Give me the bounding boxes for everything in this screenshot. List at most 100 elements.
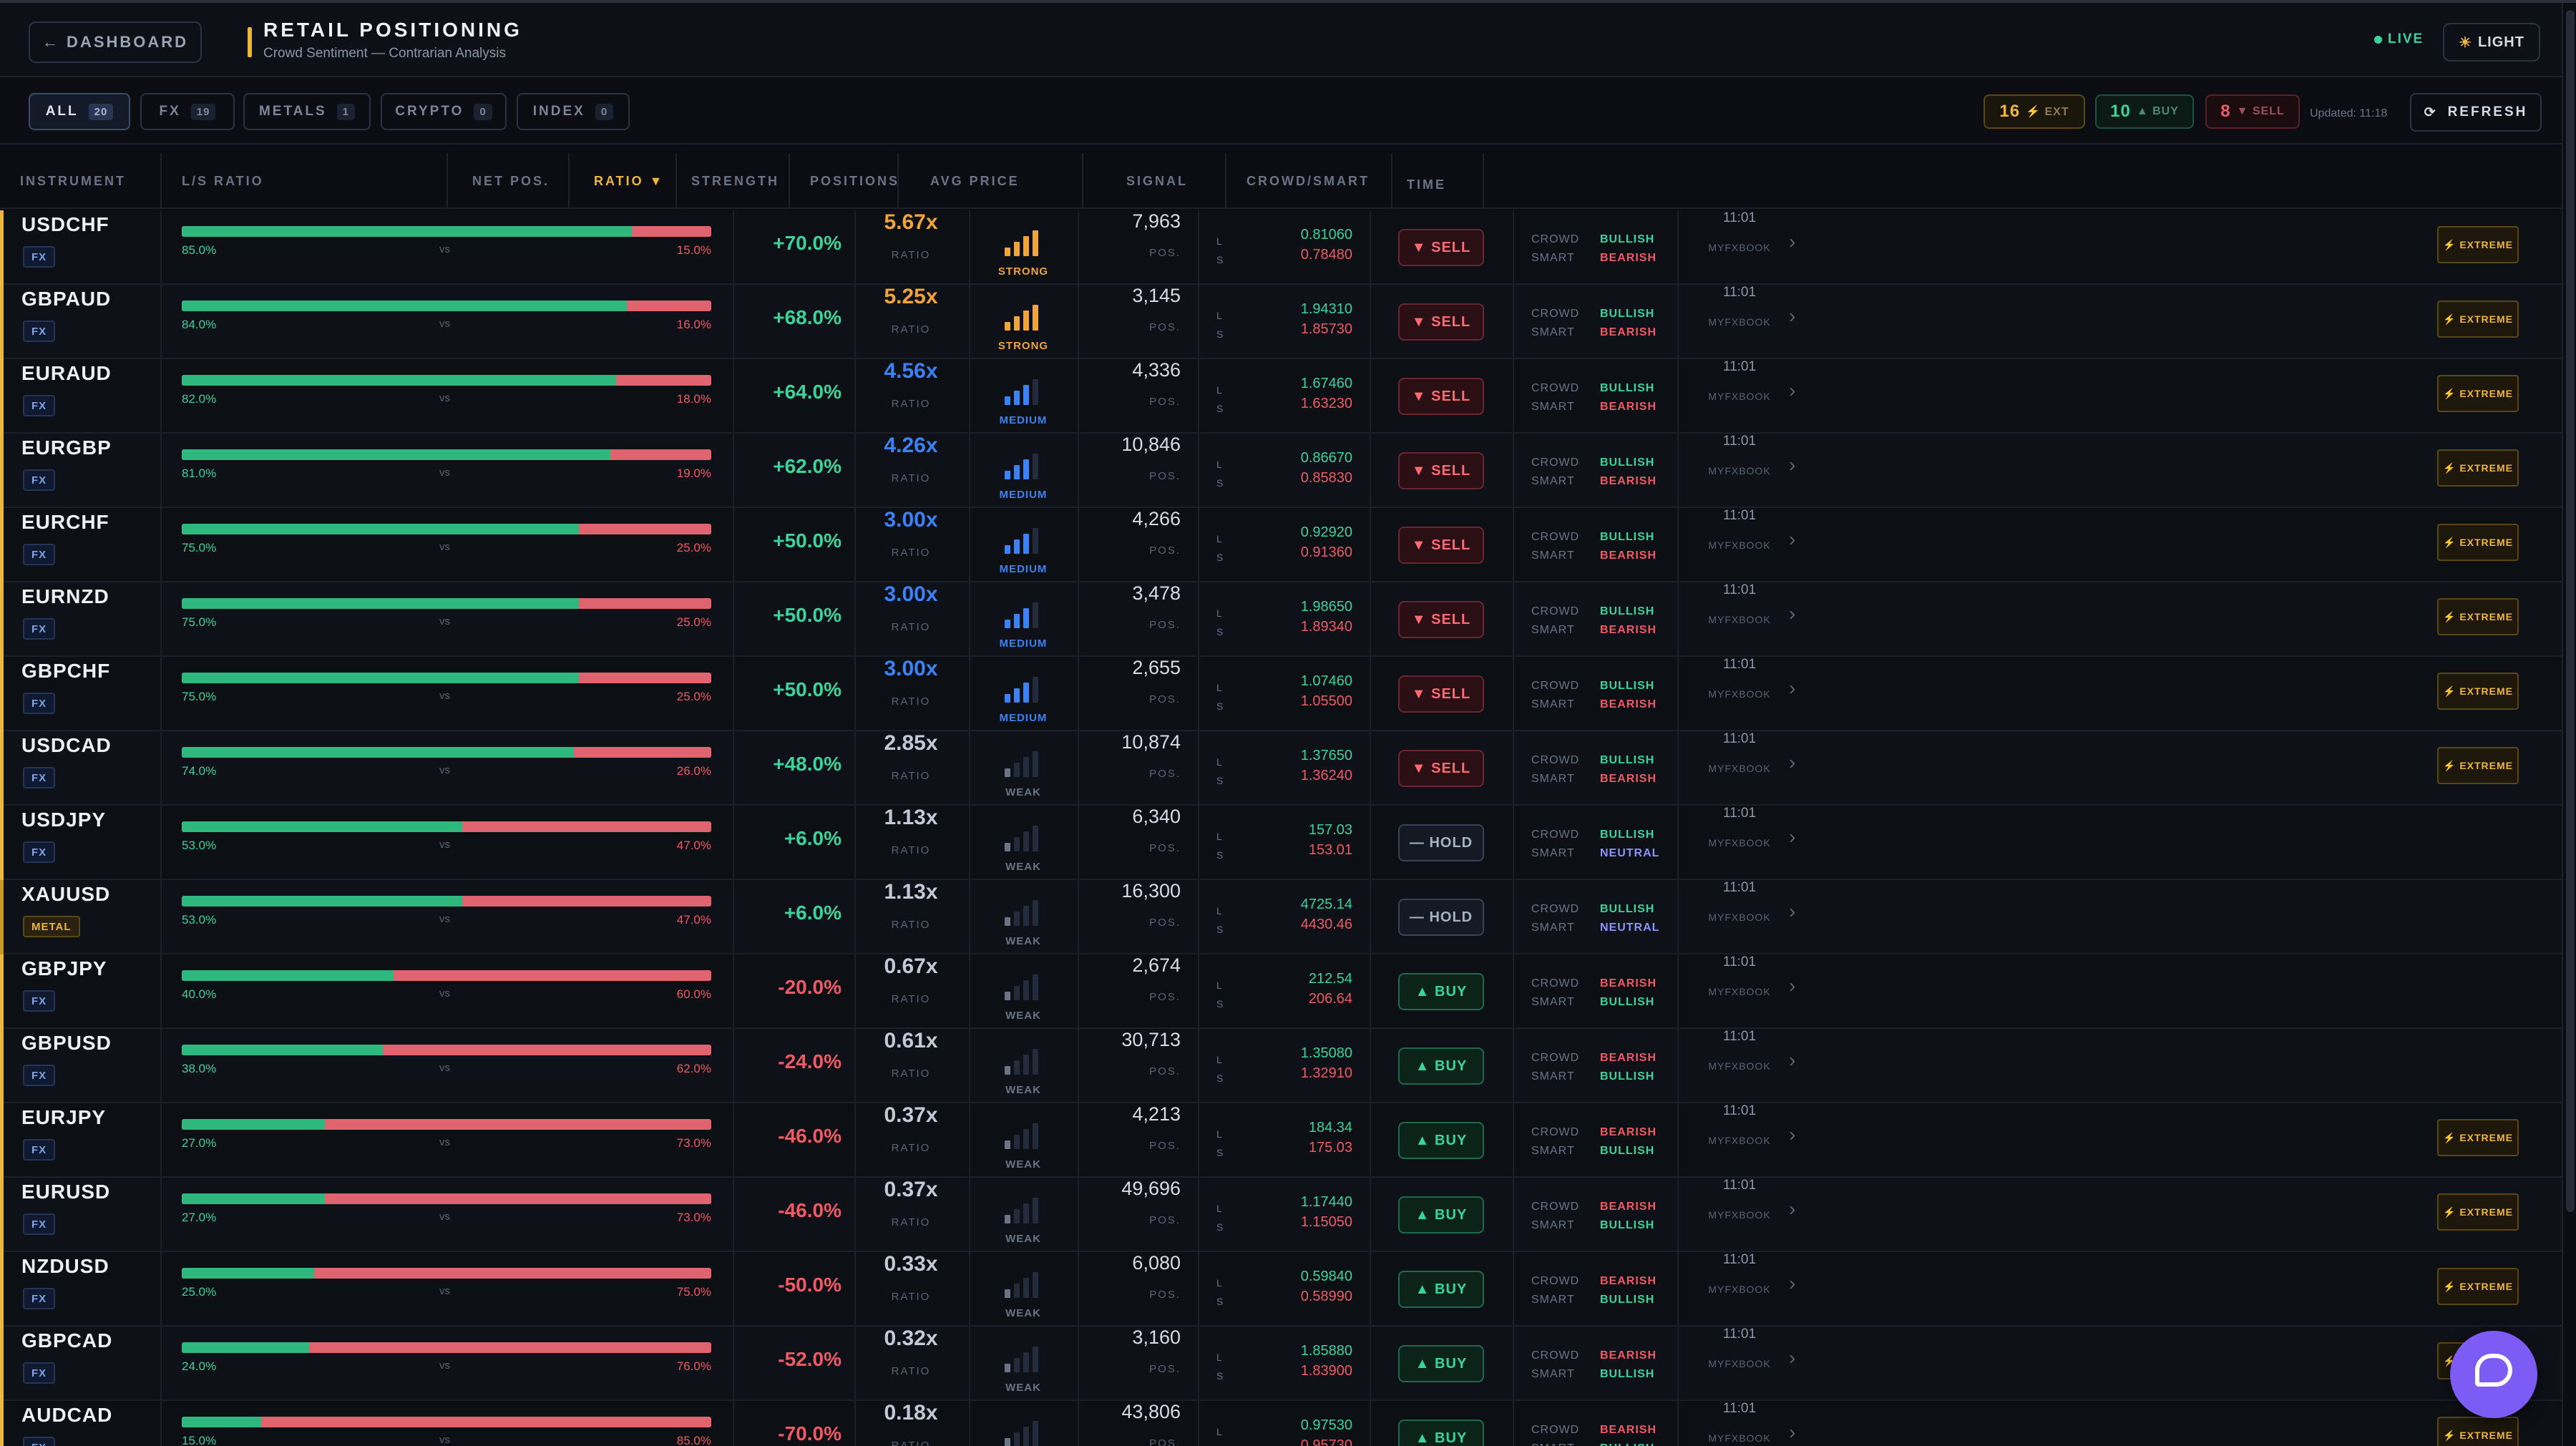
chat-launcher-button[interactable] (2450, 1331, 2537, 1418)
signal-badge[interactable]: ▼ SELL (1398, 750, 1484, 787)
table-row[interactable]: USDCAD FX 74.0% vs 26.0% +48.0% 2.85x RA… (0, 731, 2576, 806)
signal-badge[interactable]: ▲ BUY (1398, 1196, 1484, 1234)
chevron-right-icon[interactable]: › (1789, 751, 1796, 773)
column-header-net-pos[interactable]: NET POS. (448, 153, 570, 209)
column-header-signal[interactable]: SIGNAL (1083, 153, 1226, 209)
signal-badge[interactable]: ▼ SELL (1398, 452, 1484, 489)
filter-chip-fx[interactable]: FX 19 (140, 93, 235, 130)
divider (1677, 1252, 1679, 1327)
chevron-right-icon[interactable]: › (1789, 826, 1796, 848)
divider (1198, 1401, 1199, 1446)
divider (1198, 210, 1199, 285)
chevron-right-icon[interactable]: › (1789, 379, 1796, 401)
signal-badge[interactable]: ▲ BUY (1398, 1047, 1484, 1085)
table-row[interactable]: AUDCAD FX 15.0% vs 85.0% -70.0% 0.18x RA… (0, 1401, 2576, 1446)
positions-label: POS. (1149, 1437, 1181, 1446)
divider (854, 1401, 856, 1446)
chevron-right-icon[interactable]: › (1789, 602, 1796, 625)
signal-badge[interactable]: ▼ SELL (1398, 378, 1484, 415)
signal-badge[interactable]: ▼ SELL (1398, 527, 1484, 564)
chevron-right-icon[interactable]: › (1789, 454, 1796, 476)
filter-chip-index[interactable]: INDEX 0 (517, 93, 630, 130)
positions-label: POS. (1149, 1289, 1181, 1301)
table-row[interactable]: EURAUD FX 82.0% vs 18.0% +64.0% 4.56x RA… (0, 359, 2576, 434)
back-to-dashboard-button[interactable]: ← DASHBOARD (29, 21, 202, 63)
chevron-right-icon[interactable]: › (1789, 305, 1796, 327)
positions-cell: 4,213 POS. (1088, 1103, 1181, 1152)
filter-chip-all[interactable]: ALL 20 (29, 93, 130, 130)
table-row[interactable]: GBPCHF FX 75.0% vs 25.0% +50.0% 3.00x RA… (0, 657, 2576, 731)
signal-badge[interactable]: ▼ SELL (1398, 675, 1484, 713)
smart-label: SMART (1531, 922, 1575, 934)
chevron-right-icon[interactable]: › (1789, 528, 1796, 550)
divider (1198, 657, 1199, 731)
signal-badge[interactable]: ▼ SELL (1398, 303, 1484, 341)
table-row[interactable]: EURJPY FX 27.0% vs 73.0% -46.0% 0.37x RA… (0, 1103, 2576, 1178)
theme-toggle-button[interactable]: ☀ LIGHT (2443, 23, 2540, 62)
signal-badge[interactable]: ▲ BUY (1398, 1345, 1484, 1382)
signal-badge[interactable]: ▲ BUY (1398, 1271, 1484, 1308)
avg-price-cell: 1.94310 1.85730 (1231, 299, 1352, 339)
ratio-label: RATIO (891, 919, 931, 931)
scrollbar-thumb[interactable] (2566, 10, 2575, 1212)
column-header-avg-price[interactable]: AVG PRICE (899, 153, 1083, 209)
table-row[interactable]: NZDUSD FX 25.0% vs 75.0% -50.0% 0.33x RA… (0, 1252, 2576, 1327)
update-time: 11:01 (1722, 1029, 1757, 1044)
chevron-right-icon[interactable]: › (1789, 900, 1796, 922)
crowd-sentiment: BEARISH (1600, 1201, 1657, 1213)
ratio-label: RATIO (891, 1142, 931, 1154)
column-header-strength[interactable]: STRENGTH (677, 153, 790, 209)
filter-chip-metals[interactable]: METALS 1 (243, 93, 371, 130)
table-row[interactable]: EURUSD FX 27.0% vs 73.0% -46.0% 0.37x RA… (0, 1178, 2576, 1252)
chevron-right-icon[interactable]: › (1789, 1272, 1796, 1294)
column-header-crowd-smart[interactable]: CROWD/SMART (1226, 153, 1392, 209)
strength-meter: MEDIUM (980, 369, 1066, 426)
chevron-right-icon[interactable]: › (1789, 1123, 1796, 1145)
signal-badge[interactable]: ▲ BUY (1398, 973, 1484, 1010)
signal-badge[interactable]: ▲ BUY (1398, 1122, 1484, 1159)
divider (733, 1252, 734, 1327)
ratio-label: RATIO (891, 1291, 931, 1303)
refresh-button[interactable]: ⟳ REFRESH (2410, 93, 2542, 132)
chevron-right-icon[interactable]: › (1789, 230, 1796, 253)
column-header-time[interactable]: TIME (1392, 153, 1484, 209)
divider (160, 806, 162, 880)
signal-badge[interactable]: ▼ SELL (1398, 601, 1484, 638)
scrollbar[interactable] (2562, 3, 2576, 1446)
table-row[interactable]: USDCHF FX 85.0% vs 15.0% +70.0% 5.67x RA… (0, 210, 2576, 285)
chevron-right-icon[interactable]: › (1789, 1049, 1796, 1071)
long-percent: 53.0% (182, 839, 217, 852)
chevron-right-icon[interactable]: › (1789, 1198, 1796, 1220)
instrument-type-badge: FX (23, 1065, 56, 1086)
chevron-right-icon[interactable]: › (1789, 974, 1796, 997)
chevron-right-icon[interactable]: › (1789, 677, 1796, 699)
instrument-type-badge: FX (23, 841, 56, 863)
table-row[interactable]: GBPAUD FX 84.0% vs 16.0% +68.0% 5.25x RA… (0, 285, 2576, 359)
chevron-right-icon[interactable]: › (1789, 1421, 1796, 1443)
signal-badge[interactable]: — HOLD (1398, 824, 1484, 861)
table-row[interactable]: XAUUSD METAL 53.0% vs 47.0% +6.0% 1.13x … (0, 880, 2576, 954)
long-percent: 81.0% (182, 466, 217, 480)
table-row[interactable]: GBPUSD FX 38.0% vs 62.0% -24.0% 0.61x RA… (0, 1029, 2576, 1103)
column-header-ratio[interactable]: RATIO ▼ (570, 153, 677, 209)
long-label: L (1216, 1128, 1222, 1140)
column-header-positions[interactable]: POSITIONS (790, 153, 899, 209)
chevron-right-icon[interactable]: › (1789, 1347, 1796, 1369)
table-row[interactable]: USDJPY FX 53.0% vs 47.0% +6.0% 1.13x RAT… (0, 806, 2576, 880)
instrument-type-badge: FX (23, 1362, 56, 1384)
divider (1677, 1103, 1679, 1178)
column-header-instrument[interactable]: INSTRUMENT (0, 153, 162, 209)
divider (160, 434, 162, 508)
signal-badge[interactable]: ▲ BUY (1398, 1420, 1484, 1446)
table-row[interactable]: GBPCAD FX 24.0% vs 76.0% -52.0% 0.32x RA… (0, 1327, 2576, 1401)
column-header-ls-ratio[interactable]: L/S RATIO (162, 153, 448, 209)
table-row[interactable]: GBPJPY FX 40.0% vs 60.0% -20.0% 0.67x RA… (0, 954, 2576, 1029)
long-short-bar (182, 524, 711, 534)
table-row[interactable]: EURNZD FX 75.0% vs 25.0% +50.0% 3.00x RA… (0, 582, 2576, 657)
signal-badge[interactable]: ▼ SELL (1398, 229, 1484, 266)
table-row[interactable]: EURGBP FX 81.0% vs 19.0% +62.0% 4.26x RA… (0, 434, 2576, 508)
filter-chip-crypto[interactable]: CRYPTO 0 (381, 93, 507, 130)
signal-badge[interactable]: — HOLD (1398, 899, 1484, 936)
table-row[interactable]: EURCHF FX 75.0% vs 25.0% +50.0% 3.00x RA… (0, 508, 2576, 582)
